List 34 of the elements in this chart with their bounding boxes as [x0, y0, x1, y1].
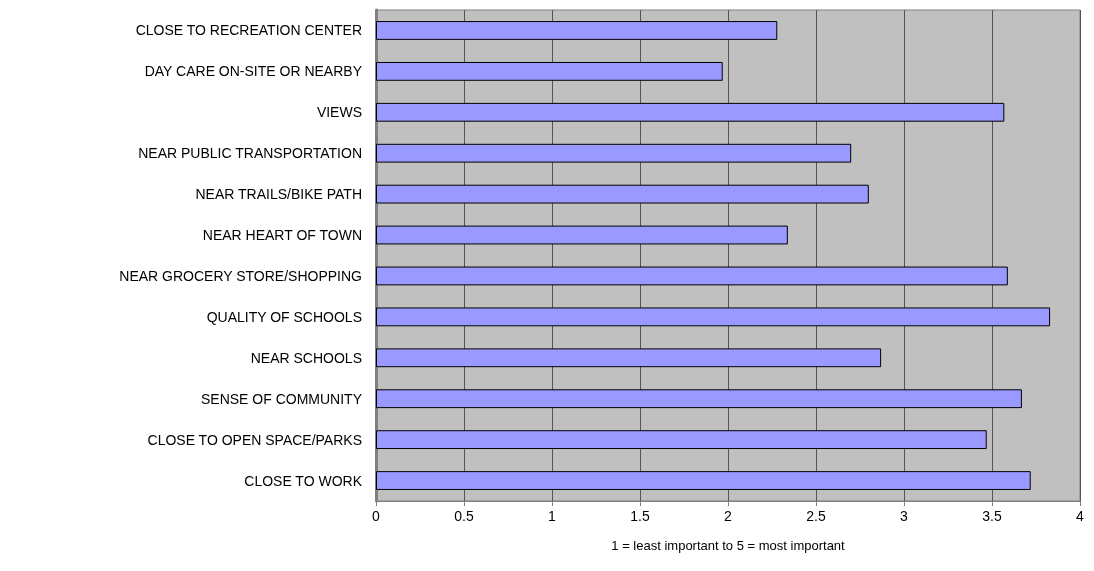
bar: [376, 143, 852, 163]
y-tick-label: QUALITY OF SCHOOLS: [206, 308, 362, 325]
x-tick-label: 3.5: [982, 508, 1002, 524]
x-tick-label: 0.5: [454, 508, 474, 524]
y-tick-label: NEAR GROCERY STORE/SHOPPING: [119, 267, 362, 284]
y-tick-label: NEAR HEART OF TOWN: [202, 227, 362, 244]
x-tick-label: 3: [900, 508, 909, 524]
x-tick-label: 2: [724, 508, 733, 524]
bar: [376, 471, 1031, 490]
bar: [376, 225, 788, 245]
bar: [376, 184, 869, 204]
bar: [376, 389, 1022, 409]
bar: [376, 348, 882, 368]
x-tick-label: 1.5: [630, 508, 650, 524]
bar: [376, 102, 1005, 122]
y-tick-label: DAY CARE ON-SITE OR NEARBY: [144, 63, 363, 80]
y-tick-label: VIEWS: [316, 104, 362, 121]
y-tick-label: NEAR SCHOOLS: [250, 349, 362, 366]
y-tick-label: NEAR PUBLIC TRANSPORTATION: [138, 145, 362, 162]
x-tick-label: 0: [372, 508, 381, 524]
x-tick-label: 1: [548, 508, 557, 524]
bar: [376, 430, 987, 450]
y-tick-label: CLOSE TO OPEN SPACE/PARKS: [147, 431, 362, 448]
y-tick-label: NEAR TRAILS/BIKE PATH: [195, 186, 362, 203]
bar: [376, 266, 1008, 286]
y-tick-label: CLOSE TO WORK: [244, 472, 363, 489]
bar: [376, 21, 778, 40]
y-tick-label: CLOSE TO RECREATION CENTER: [135, 22, 362, 39]
bar: [376, 307, 1051, 327]
x-tick-label: 4: [1076, 508, 1085, 524]
y-tick-label: SENSE OF COMMUNITY: [200, 390, 363, 407]
bar: [376, 61, 723, 81]
x-tick-label: 2.5: [806, 508, 826, 524]
x-axis-title: 1 = least important to 5 = most important: [611, 538, 846, 553]
